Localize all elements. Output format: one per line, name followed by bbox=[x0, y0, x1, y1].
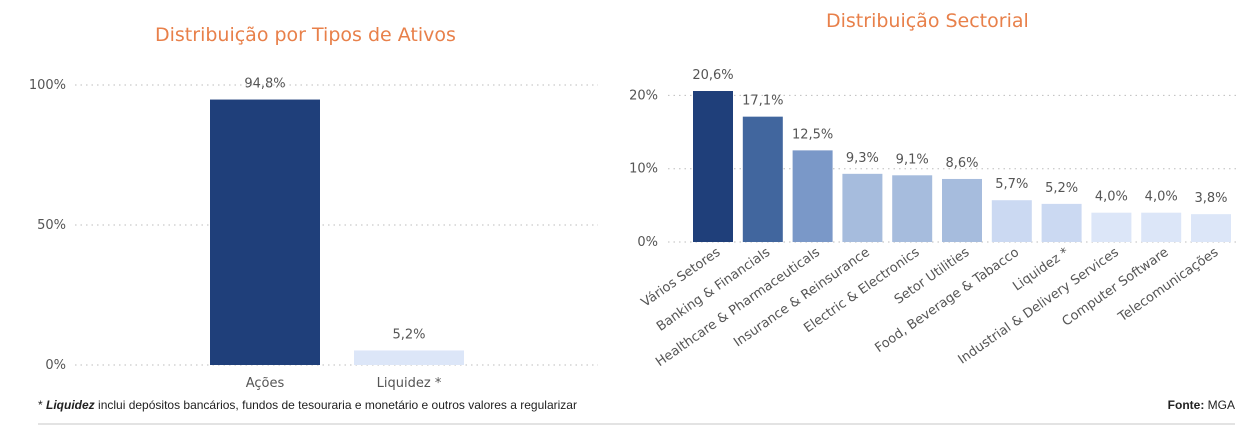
bar bbox=[354, 350, 464, 365]
bar bbox=[842, 173, 883, 242]
y-tick-label: 20% bbox=[629, 88, 658, 103]
bar bbox=[1091, 212, 1132, 242]
bar bbox=[742, 116, 783, 242]
data-label: 4,0% bbox=[1095, 190, 1128, 205]
data-label: 9,1% bbox=[896, 152, 929, 167]
bar bbox=[991, 200, 1032, 242]
source-value: MGA bbox=[1204, 398, 1235, 412]
bar bbox=[210, 99, 320, 365]
y-tick-label: 0% bbox=[45, 358, 66, 373]
footnote-text: inclui depósitos bancários, fundos de te… bbox=[94, 398, 577, 412]
footnote-marker: * bbox=[38, 398, 47, 412]
category-label: Liquidez * bbox=[377, 376, 442, 391]
bar bbox=[1141, 212, 1182, 242]
data-label: 17,1% bbox=[742, 94, 783, 109]
bar bbox=[693, 91, 733, 242]
y-tick-label: 0% bbox=[637, 235, 658, 250]
data-label: 3,8% bbox=[1194, 191, 1227, 206]
footnote-term: Liquidez bbox=[46, 398, 95, 412]
bottom-divider bbox=[38, 423, 1235, 425]
y-tick-label: 10% bbox=[629, 162, 658, 177]
y-tick-label: 50% bbox=[37, 218, 66, 233]
bar bbox=[892, 175, 933, 242]
data-label: 94,8% bbox=[244, 77, 285, 92]
asset-type-chart: 0% 50% 100% 94,8% Ações 5,2% Liquidez * bbox=[29, 77, 598, 391]
data-label: 9,3% bbox=[846, 151, 879, 166]
data-label: 5,2% bbox=[392, 327, 425, 342]
y-tick-label: 100% bbox=[29, 78, 66, 93]
asset-type-chart-title: Distribuição por Tipos de Ativos bbox=[155, 24, 456, 46]
source-label: Fonte: bbox=[1167, 398, 1205, 412]
data-label: 5,2% bbox=[1045, 181, 1078, 196]
bar bbox=[1041, 203, 1082, 242]
footnote: * Liquidez inclui depósitos bancários, f… bbox=[38, 398, 577, 412]
data-label: 4,0% bbox=[1145, 190, 1178, 205]
sector-chart-title: Distribuição Sectorial bbox=[826, 10, 1029, 32]
source-note: Fonte: MGA bbox=[1168, 398, 1235, 412]
data-label: 20,6% bbox=[692, 68, 733, 83]
category-label: Ações bbox=[246, 376, 285, 391]
data-label: 12,5% bbox=[792, 127, 833, 142]
data-label: 8,6% bbox=[945, 156, 978, 171]
bar bbox=[942, 178, 982, 242]
bar bbox=[1191, 214, 1231, 242]
bar bbox=[792, 150, 833, 242]
sector-chart: 0%10%20%20,6%Vários Setores17,1%Banking … bbox=[629, 68, 1238, 370]
data-label: 5,7% bbox=[995, 177, 1028, 192]
